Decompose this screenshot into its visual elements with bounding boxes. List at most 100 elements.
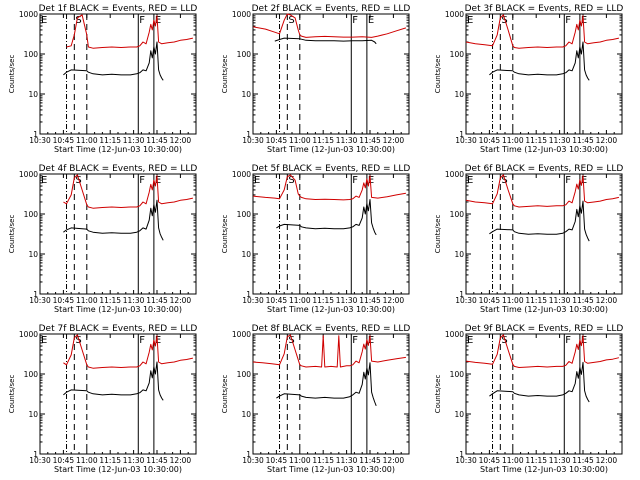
x-tick-label: 11:15 bbox=[312, 456, 334, 465]
event-marker-label: S bbox=[75, 175, 81, 186]
event-marker-label: F bbox=[139, 335, 145, 346]
y-tick-label: 1 bbox=[459, 450, 464, 459]
x-tick-label: 11:15 bbox=[525, 296, 547, 305]
event-marker-label: F bbox=[352, 175, 358, 186]
y-axis-label: Counts/sec bbox=[221, 215, 229, 254]
y-tick-label: 1 bbox=[33, 290, 38, 299]
x-tick-label: 11:30 bbox=[336, 136, 358, 145]
y-tick-label: 100 bbox=[237, 210, 252, 219]
y-tick-label: 100 bbox=[24, 50, 39, 59]
plot-frame bbox=[465, 13, 623, 135]
chart-panel-9: Det 9f BLACK = Events, RED = LLD 10:30 10:… bbox=[434, 324, 623, 474]
event-marker-label: E bbox=[368, 335, 374, 346]
series-line-lld bbox=[63, 334, 194, 369]
x-tick-label: 11:45 bbox=[572, 136, 594, 145]
y-tick-label: 100 bbox=[450, 370, 465, 379]
y-tick-label: 10 bbox=[241, 250, 251, 259]
x-axis-label: Start Time (12-Jun-03 10:30:00) bbox=[480, 465, 608, 474]
event-marker-label: F bbox=[352, 15, 358, 26]
x-tick-label: 10:45 bbox=[479, 456, 501, 465]
plot-frame bbox=[39, 173, 197, 295]
x-tick-label: 11:00 bbox=[76, 296, 98, 305]
x-tick-label: 10:45 bbox=[53, 456, 75, 465]
event-marker-label: S bbox=[75, 335, 81, 346]
chart-title: Det 3f BLACK = Events, RED = LLD bbox=[465, 4, 624, 14]
x-tick-label: 11:00 bbox=[76, 456, 98, 465]
event-marker-label: E bbox=[581, 175, 587, 186]
x-axis-label: Start Time (12-Jun-03 10:30:00) bbox=[54, 465, 182, 474]
x-tick-label: 10:45 bbox=[266, 136, 288, 145]
x-tick-label: 10:30 bbox=[29, 136, 51, 145]
x-tick-label: 12:00 bbox=[170, 136, 192, 145]
y-tick-label: 10 bbox=[241, 90, 251, 99]
x-tick-label: 11:00 bbox=[289, 136, 311, 145]
x-tick-label: 11:15 bbox=[99, 136, 121, 145]
plot-frame bbox=[252, 173, 410, 295]
chart-title: Det 8f BLACK = Events, RED = LLD bbox=[252, 324, 411, 334]
chart-title: Det 5f BLACK = Events, RED = LLD bbox=[252, 164, 411, 174]
event-marker-label: F bbox=[565, 15, 571, 26]
x-tick-label: 11:00 bbox=[502, 456, 524, 465]
plot-frame bbox=[465, 333, 623, 455]
y-tick-label: 1 bbox=[246, 130, 251, 139]
x-tick-label: 11:30 bbox=[336, 456, 358, 465]
x-axis-label: Start Time (12-Jun-03 10:30:00) bbox=[480, 305, 608, 314]
y-tick-label: 1 bbox=[33, 450, 38, 459]
y-axis-label: Counts/sec bbox=[434, 375, 442, 414]
y-tick-label: 10 bbox=[241, 410, 251, 419]
plot-frame bbox=[252, 13, 410, 135]
x-tick-label: 11:45 bbox=[359, 136, 381, 145]
y-axis-label: Counts/sec bbox=[221, 55, 229, 94]
y-axis-label: Counts/sec bbox=[8, 375, 16, 414]
chart-panel-7: Det 7f BLACK = Events, RED = LLD 10:30 10:… bbox=[8, 324, 197, 474]
x-tick-label: 10:30 bbox=[242, 296, 264, 305]
chart-title: Det 1f BLACK = Events, RED = LLD bbox=[39, 4, 198, 14]
y-tick-label: 10 bbox=[454, 410, 464, 419]
event-marker-label: E bbox=[41, 335, 47, 346]
event-marker-label: F bbox=[139, 175, 145, 186]
x-tick-label: 11:45 bbox=[359, 456, 381, 465]
y-tick-label: 1 bbox=[246, 450, 251, 459]
x-tick-label: 12:00 bbox=[383, 296, 405, 305]
series-line-lld bbox=[252, 13, 407, 38]
x-tick-label: 12:00 bbox=[383, 136, 405, 145]
event-marker-label: E bbox=[254, 175, 260, 186]
event-marker-label: E bbox=[467, 175, 473, 186]
x-tick-label: 10:30 bbox=[455, 136, 477, 145]
chart-panel-2: Det 2f BLACK = Events, RED = LLD 10:30 10:… bbox=[221, 4, 410, 154]
x-tick-label: 10:30 bbox=[242, 136, 264, 145]
event-marker-label: S bbox=[501, 335, 507, 346]
event-marker-label: E bbox=[155, 175, 161, 186]
chart-title: Det 7f BLACK = Events, RED = LLD bbox=[39, 324, 198, 334]
series-line-lld bbox=[63, 174, 194, 209]
event-marker-label: S bbox=[501, 15, 507, 26]
series-line-lld bbox=[465, 334, 620, 368]
x-tick-label: 11:00 bbox=[76, 136, 98, 145]
x-tick-label: 11:30 bbox=[549, 456, 571, 465]
series-line-events bbox=[276, 362, 377, 406]
x-tick-label: 10:45 bbox=[266, 456, 288, 465]
chart-panel-6: Det 6f BLACK = Events, RED = LLD 10:30 10:… bbox=[434, 164, 623, 314]
x-tick-label: 12:00 bbox=[596, 296, 618, 305]
event-marker-label: F bbox=[139, 15, 145, 26]
y-tick-label: 1000 bbox=[232, 330, 251, 339]
y-tick-label: 10 bbox=[454, 90, 464, 99]
event-marker-label: E bbox=[368, 175, 374, 186]
x-tick-label: 11:15 bbox=[525, 456, 547, 465]
event-marker-label: E bbox=[467, 15, 473, 26]
chart-title: Det 6f BLACK = Events, RED = LLD bbox=[465, 164, 624, 174]
y-tick-label: 100 bbox=[24, 210, 39, 219]
chart-panel-8: Det 8f BLACK = Events, RED = LLD 10:30 10:… bbox=[221, 324, 410, 474]
plot-frame bbox=[39, 333, 197, 455]
series-line-events bbox=[489, 41, 590, 81]
y-tick-label: 1000 bbox=[445, 170, 464, 179]
x-tick-label: 10:45 bbox=[53, 296, 75, 305]
series-line-lld bbox=[252, 334, 406, 368]
series-line-lld bbox=[465, 174, 620, 208]
y-tick-label: 100 bbox=[450, 210, 465, 219]
y-tick-label: 1000 bbox=[19, 330, 38, 339]
chart-title: Det 2f BLACK = Events, RED = LLD bbox=[252, 4, 411, 14]
y-tick-label: 10 bbox=[28, 410, 38, 419]
y-tick-label: 1 bbox=[459, 290, 464, 299]
x-tick-label: 11:00 bbox=[289, 296, 311, 305]
